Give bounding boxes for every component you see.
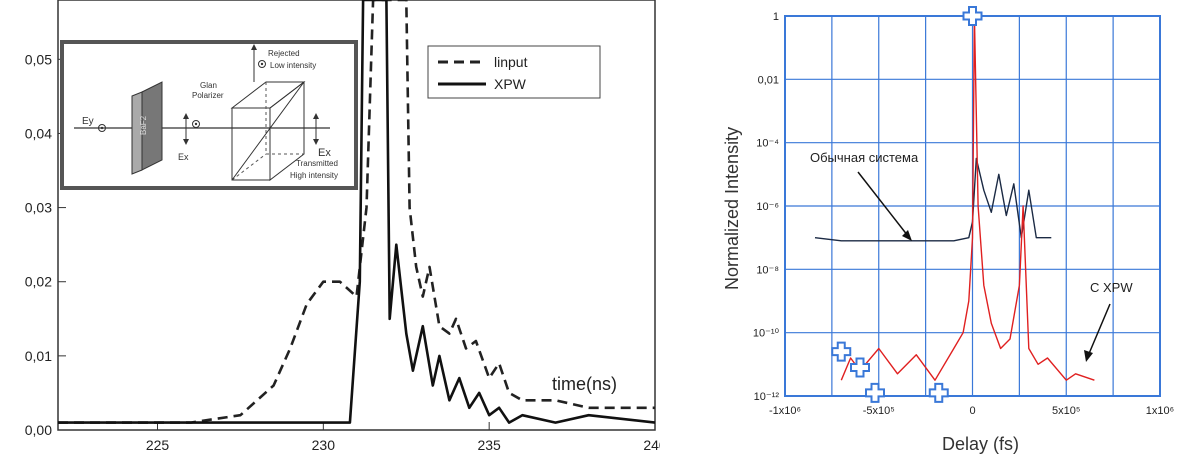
left-y-tick-label: 0,00	[25, 422, 52, 438]
annotation-xpw-text: C XPW	[1090, 280, 1133, 295]
left-y-tick-label: 0,01	[25, 348, 52, 364]
left-plot-frame	[57, 0, 656, 431]
inset-rejected-1: Rejected	[268, 49, 300, 58]
left-x-tick-label: 230	[312, 437, 336, 453]
right-y-tick-label: 10⁻⁴	[756, 138, 779, 150]
left-x-tick-label: 235	[477, 437, 501, 453]
right-chart: -1x10⁶ -5x10⁵ 0 5x10⁵ 1x10⁶ 1 0,01 10⁻⁴ 10⁻⁶ 10⁻⁸…	[722, 6, 1174, 454]
right-y-tick-label: 10⁻¹⁰	[753, 328, 780, 340]
left-x-tick-label: 225	[146, 437, 170, 453]
right-x-tick-label: 0	[969, 405, 975, 417]
right-cross-marker	[865, 382, 885, 403]
right-y-tick-label: 1	[773, 11, 779, 23]
annotation-xpw-arrowhead	[1084, 350, 1093, 362]
inset-polarizer-label: Glan Polarizer	[192, 81, 224, 100]
inset-transmitted-2: High intensity	[290, 171, 338, 180]
left-chart: 225 230 235 240 0,00 0,01 0,02 0,03 0,04 0,05 tim…	[25, 0, 660, 453]
left-legend: linput XPW	[427, 45, 601, 99]
right-x-tick-label: 1x10⁶	[1146, 405, 1174, 417]
inset-ex-small-label: Ex	[178, 152, 189, 162]
right-x-tick-label: 5x10⁵	[1052, 405, 1080, 417]
right-y-tick-label: 10⁻⁶	[756, 201, 779, 213]
inset-ex-big-label: Ex	[318, 147, 331, 159]
inset-diagram: BaF2 Ey Ex Glan Polarizer Rejected Low i…	[60, 40, 358, 190]
inset-ey-label: Ey	[82, 116, 94, 127]
right-cross-marker	[831, 341, 852, 362]
annotation-conventional-text: Обычная система	[810, 150, 919, 165]
right-cross-marker	[928, 382, 949, 403]
right-series-0	[814, 157, 1052, 242]
annotation-conventional: Обычная система	[810, 150, 919, 241]
left-xlabel: time(ns)	[552, 374, 617, 394]
left-y-tick-label: 0,04	[25, 125, 52, 141]
inset-crystal-label: BaF2	[139, 115, 148, 135]
right-y-tick-label: 10⁻¹²	[754, 391, 780, 403]
right-x-tick-label: -1x10⁶	[769, 405, 801, 417]
right-series-1	[840, 15, 1095, 381]
right-x-tick-label: -5x10⁵	[863, 405, 895, 417]
annotation-conventional-arrowhead	[902, 230, 912, 241]
legend-label-input: linput	[494, 54, 528, 70]
right-y-tick-label: 10⁻⁸	[756, 264, 779, 276]
right-ylabel: Normalized Intensity	[722, 127, 742, 290]
right-cross-marker	[850, 357, 870, 378]
left-y-tick-label: 0,03	[25, 200, 52, 216]
annotation-conventional-arrow	[857, 171, 909, 237]
inset-transmitted-1: Transmitted	[296, 159, 338, 168]
right-cross-marker	[962, 6, 983, 26]
left-y-tick-label: 0,05	[25, 51, 52, 67]
legend-label-xpw: XPW	[494, 76, 527, 92]
annotation-xpw: C XPW	[1084, 280, 1133, 362]
left-series-xpw	[58, 0, 656, 424]
right-xlabel: Delay (fs)	[942, 434, 1019, 454]
left-y-tick-label: 0,02	[25, 274, 52, 290]
left-x-tick-label: 240	[643, 437, 660, 453]
left-series-linput	[58, 0, 655, 424]
annotation-xpw-arrow	[1087, 303, 1111, 357]
inset-rejected-2: Low intensity	[270, 61, 316, 70]
right-y-tick-label: 0,01	[758, 74, 779, 86]
